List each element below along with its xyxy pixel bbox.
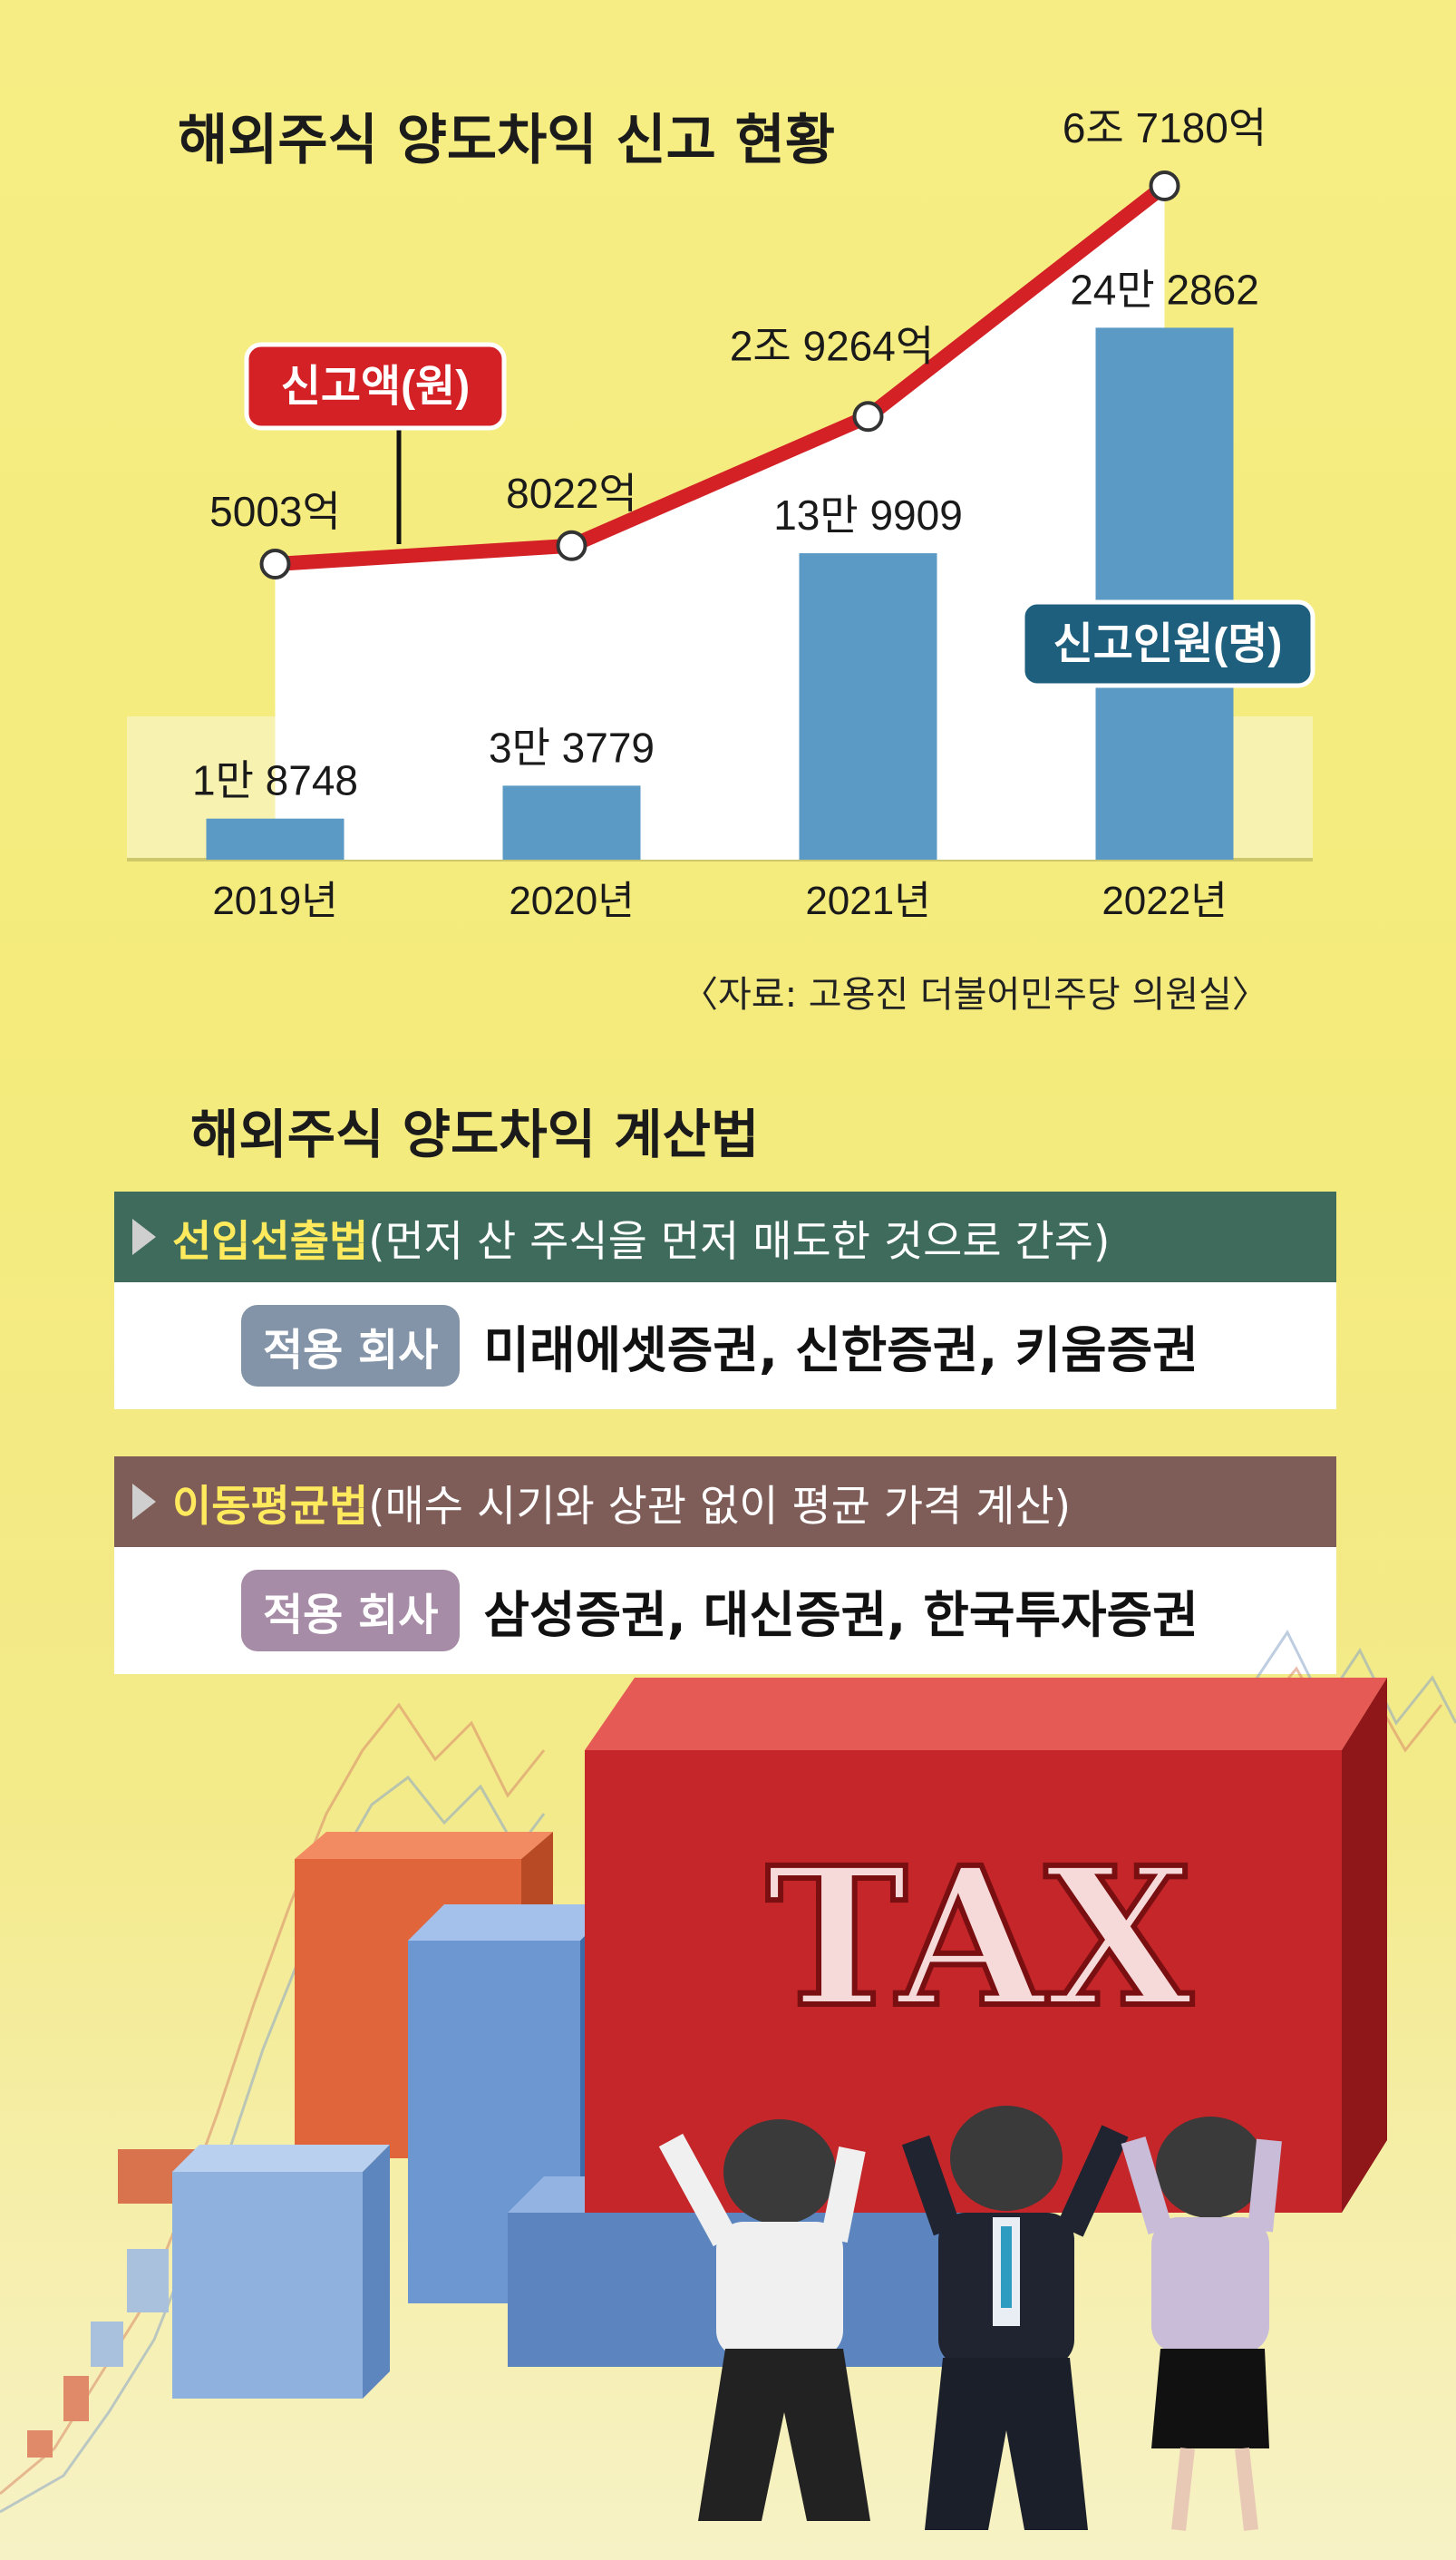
method-desc-fifo: (먼저 산 주식을 먼저 매도한 것으로 간주) [368,1216,1111,1267]
people-badge-box [1020,599,1315,688]
method-body-moving-average: 적용 회사 삼성증권, 대신증권, 한국투자증권 [114,1547,1336,1674]
method-name-moving-average: 이동평균법 [172,1481,369,1532]
line-label-1: 5003억 [209,488,341,535]
line-label-3: 2조 9264억 [730,322,934,369]
line-label-2: 8022억 [506,470,637,517]
bar-1 [206,818,345,860]
companies-fifo: 미래에셋증권, 신한증권, 키움증권 [483,1321,1199,1379]
method-header-moving-average: 이동평균법 (매수 시기와 상관 없이 평균 가격 계산) [114,1456,1336,1547]
amount-badge-label: 신고액(원) [281,363,471,411]
chart-title: 해외주식 양도차익 신고 현황 [178,109,836,172]
ant-head-figures-art [658,2106,1282,2531]
line-point-4 [1149,170,1180,201]
people-badge: 신고인원(명) [1020,599,1315,688]
companies-moving-average: 삼성증권, 대신증권, 한국투자증권 [483,1586,1199,1644]
bar-label-1: 1만 8748 [192,757,358,804]
bar-4 [1095,327,1234,860]
bar-label-2: 3만 3779 [489,724,655,771]
applied-companies-pill: 적용 회사 [241,1570,461,1651]
line-point-3 [852,401,884,433]
amount-badge: 신고액(원) [244,342,507,544]
method-name-fifo: 선입선출법 [172,1216,369,1267]
line-label-4: 6조 7180억 [1063,104,1267,151]
x-tick-label-2: 2020년 [509,879,634,923]
method-header-fifo: 선입선출법 (먼저 산 주식을 먼저 매도한 것으로 간주) [114,1192,1336,1282]
line-area-fill [275,186,1165,860]
triangle-bullet-icon [132,1484,156,1520]
x-tick-label-3: 2021년 [805,879,930,923]
combo-chart: 1만 8748 2019년 3만 3779 2020년 13만 9909 2021년 24만… [127,104,1315,923]
method-desc-moving-average: (매수 시기와 상관 없이 평균 가격 계산) [368,1481,1072,1532]
chart-source: 〈자료: 고용진 더불어민주당 의원실〉 [682,974,1268,1016]
bar-3 [799,553,937,860]
x-tick-label-1: 2019년 [212,879,337,923]
applied-companies-pill: 적용 회사 [241,1305,461,1387]
bar-label-4: 24만 2862 [1070,266,1259,313]
method-body-fifo: 적용 회사 미래에셋증권, 신한증권, 키움증권 [114,1282,1336,1409]
bar-2 [502,785,641,860]
methods-title: 해외주식 양도차익 계산법 [190,1104,760,1165]
line-point-1 [259,549,291,579]
amount-badge-box [244,342,507,431]
line-point-2 [556,530,587,561]
tax-text: TAX [766,1825,1193,2049]
tax-block-art: TAX [585,1678,1387,2213]
people-badge-label: 신고인원(명) [1053,620,1283,668]
triangle-bullet-icon [132,1219,156,1255]
x-tick-label-4: 2022년 [1102,879,1227,923]
amount-line [275,180,1170,571]
bar-label-3: 13만 9909 [773,492,963,539]
